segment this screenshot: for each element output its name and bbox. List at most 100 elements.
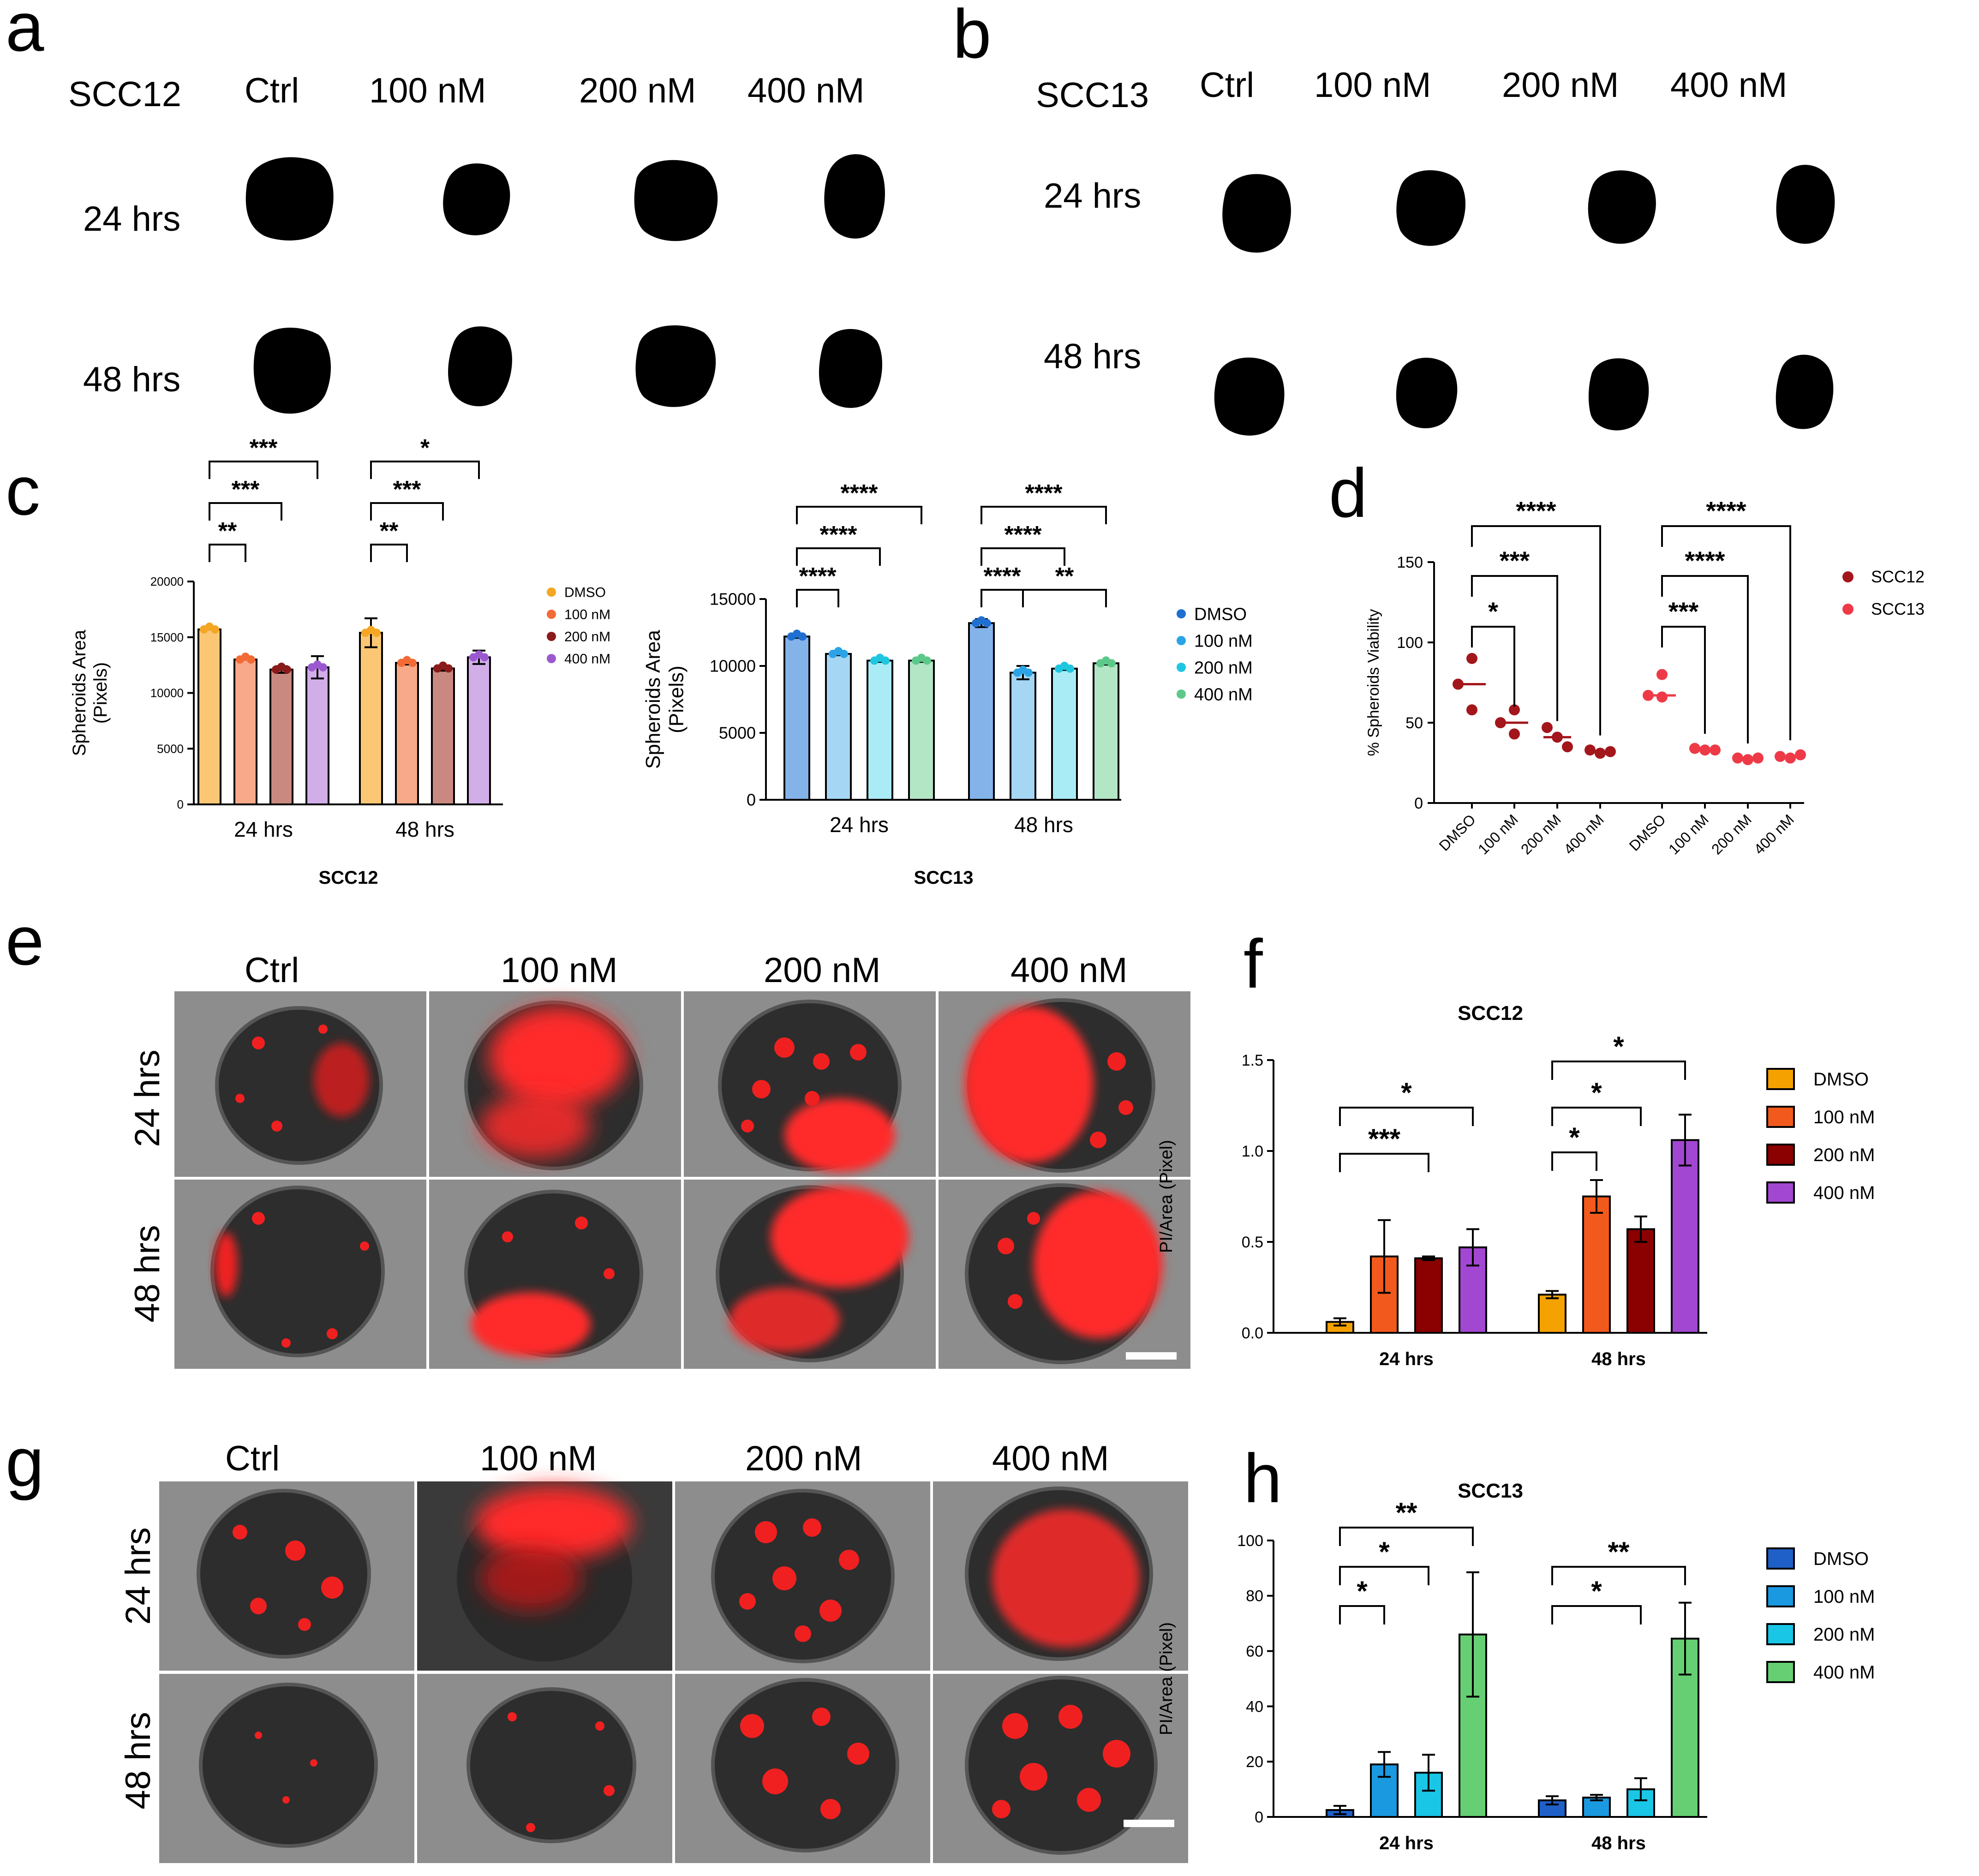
cell-line-label: SCC13 [1036,76,1149,115]
significance-bracket [1339,1107,1474,1126]
legend-label-400-nm: 400 nM [1813,1662,1875,1683]
col-label-400nm: 400 nM [992,1439,1109,1478]
significance-label: ** [1396,1497,1417,1528]
legend-marker-100-nm [547,610,556,619]
y-tick-label: 20000 [150,575,184,588]
significance-bracket [370,502,444,521]
spheroid-silhouette [824,154,885,239]
y-axis-label-line1: Spheroids Area [69,629,90,756]
legend-label-200-nm: 200 nM [564,629,610,645]
panel-letter-b: b [953,0,991,72]
bar-dmso-48-hrs [968,622,995,801]
y-tick-label: 15000 [710,590,756,609]
significance-label: *** [250,435,278,462]
spheroid-silhouette [245,157,334,241]
significance-label: * [1488,597,1498,626]
spheroid-silhouette [253,328,331,414]
significance-bracket [209,461,318,479]
chart-title: SCC13 [914,868,974,888]
significance-label: **** [820,521,858,548]
x-tick-label-24-hrs: 24 hrs [1379,1833,1434,1853]
significance-label: * [1591,1576,1602,1606]
bar-dmso-48-hrs [1538,1294,1566,1334]
spheroid-silhouette [443,163,510,235]
significance-bracket [1339,1605,1385,1624]
spheroid-silhouette [448,326,512,407]
micrograph-ctrl-48hrs [174,1180,426,1369]
significance-label: * [1379,1536,1390,1567]
data-point-scc13 [1656,691,1668,703]
bar-200-nm-24-hrs [269,668,293,806]
data-point [480,653,489,662]
significance-label: **** [1516,496,1556,525]
data-point-scc12 [1509,704,1520,716]
micrograph-100nm-24hrs [417,1481,672,1671]
micrograph-100nm-48hrs [429,1180,681,1369]
data-point-scc12 [1466,704,1477,716]
significance-bracket [370,461,480,479]
col-label-400nm: 400 nM [747,71,865,110]
x-tick-label-24-hrs: 24 hrs [1379,1349,1434,1369]
col-label-200nm: 200 nM [579,71,696,110]
x-tick-label-48-hrs: 48 hrs [395,817,454,841]
micrograph-100nm-24hrs [429,991,681,1177]
significance-bracket [1471,575,1558,721]
bar-100-nm-24-hrs [825,653,852,801]
legend-label-100-nm: 100 nM [1194,631,1253,651]
y-axis-label-line1: Spheroids Area [642,630,664,769]
x-tick-label-400-nm: 400 nM [1560,811,1607,857]
bar-400-nm-24-hrs [305,666,329,805]
legend-marker-400-nm [1766,1661,1795,1683]
y-axis-label: PI/Area (Pixel) [1157,1622,1176,1735]
data-point [444,664,453,673]
data-point [247,655,255,664]
chart-title: SCC13 [1458,1480,1523,1502]
panel-letter-h: h [1244,1439,1282,1517]
significance-bracket [1661,575,1749,744]
bar-400-nm-48-hrs [1093,662,1119,801]
legend-marker-scc13 [1842,604,1853,615]
significance-label: ** [1608,1536,1630,1567]
legend-marker-400-nm [1766,1181,1795,1204]
row-label-48hrs: 48 hrs [119,1712,158,1809]
bar-200-nm-48-hrs [1051,667,1078,801]
row-label-24hrs: 24 hrs [1044,176,1141,216]
bar-dmso-24-hrs [197,628,221,805]
micrograph-200nm-24hrs [684,991,936,1177]
legend-label-dmso: DMSO [564,585,606,600]
bar-400-nm-24-hrs [908,659,935,801]
micrograph-100nm-48hrs [417,1674,672,1863]
legend-marker-dmso [1766,1068,1795,1090]
bar-100-nm-48-hrs [1582,1195,1611,1334]
significance-label: * [1591,1077,1602,1108]
data-point-scc12 [1466,653,1477,664]
data-point-scc13 [1785,752,1796,764]
y-axis-label: Spheroids Area(Pixels) [642,630,688,769]
data-point [1066,664,1074,673]
spheroid-silhouette [1588,170,1656,244]
significance-bracket [1551,1061,1686,1080]
spheroid-silhouette [1214,357,1285,436]
significance-bracket [1022,589,1107,607]
legend-marker-200-nm [1766,1623,1795,1645]
significance-label: *** [393,476,421,503]
legend-marker-200-nm [547,632,556,641]
col-label-ctrl: Ctrl [225,1439,280,1478]
x-tick-label-200-nm: 200 nM [1708,811,1755,857]
significance-bracket [1339,1566,1429,1585]
spheroid-silhouette [819,329,882,408]
y-tick-label: 0 [1255,1809,1263,1826]
panel-letter-e: e [6,902,44,979]
data-point-scc13 [1656,669,1668,680]
significance-label: * [1401,1077,1412,1108]
legend-label-400-nm: 400 nM [1813,1183,1875,1203]
y-tick-label: 10000 [150,686,184,700]
bar-200-nm-48-hrs [431,667,455,805]
y-axis-label-line2: (Pixels) [665,665,688,733]
significance-bracket [1551,1605,1642,1624]
micrograph-ctrl-24hrs [174,991,426,1177]
y-tick-label: 40 [1246,1698,1263,1715]
row-label-24hrs: 24 hrs [83,199,180,239]
legend-label-400-nm: 400 nM [1194,685,1253,704]
y-axis-label: PI/Area (Pixel) [1157,1140,1176,1253]
